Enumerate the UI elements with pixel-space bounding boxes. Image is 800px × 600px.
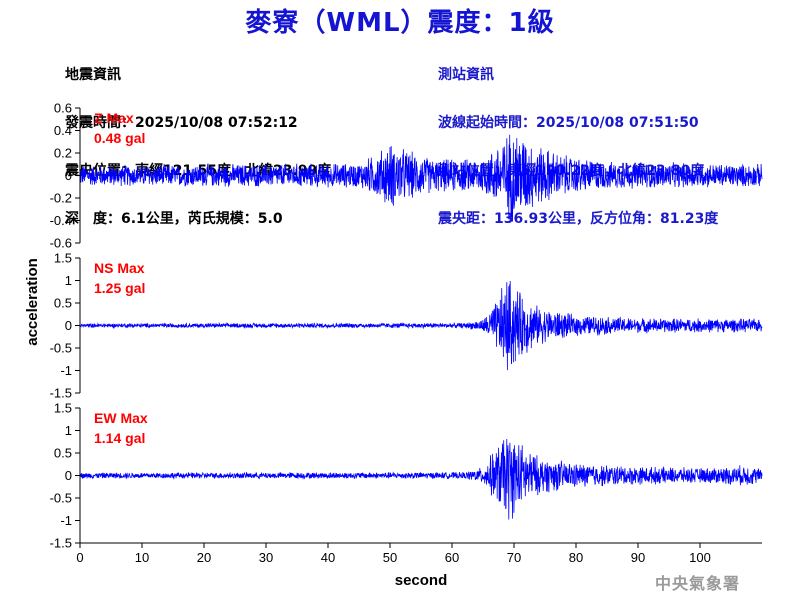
z-y-tick-label: 0.6 (54, 101, 72, 116)
ew-y-tick-label: 1.5 (54, 401, 72, 416)
ew-y-tick-label: -0.5 (50, 491, 72, 506)
ns-waveform-line (79, 280, 763, 371)
ns-y-tick-label: 0 (65, 318, 72, 333)
station-info-heading: 測站資訊 (438, 67, 494, 83)
ns-y-tick-label: 0.5 (54, 296, 72, 311)
ew-y-tick-label: -1.5 (50, 536, 72, 551)
z-max-label: Z Max (94, 110, 134, 126)
quake-info-heading: 地震資訊 (65, 67, 121, 83)
ew-y-tick-label: 0.5 (54, 446, 72, 461)
ns-y-tick-label: 1 (65, 273, 72, 288)
station-info-block: 測站資訊 波線起始時間：2025/10/08 07:51:50 測站位置：東經1… (438, 35, 718, 243)
quake-depth: 深 度：6.1公里，芮氏規模：5.0 (65, 211, 283, 227)
ns-y-tick-label: -1.5 (50, 386, 72, 401)
x-tick-label: 40 (321, 550, 335, 565)
z-y-tick-label: 0.2 (54, 146, 72, 161)
ew-y-tick-label: 0 (65, 468, 72, 483)
ew-waveform-line (79, 438, 763, 520)
ns-y-tick-label: -0.5 (50, 341, 72, 356)
z-y-tick-label: 0.4 (54, 123, 72, 138)
x-axis-title: second (395, 572, 448, 589)
x-tick-label: 60 (445, 550, 459, 565)
ns-max-label: NS Max (94, 260, 145, 276)
x-tick-label: 100 (689, 550, 711, 565)
z-y-tick-label: -0.2 (50, 191, 72, 206)
ew-max-value: 1.14 gal (94, 430, 145, 446)
x-tick-label: 80 (569, 550, 583, 565)
agency-label: 中央氣象署 (655, 574, 741, 593)
wave-start-time: 波線起始時間：2025/10/08 07:51:50 (438, 115, 699, 131)
ew-y-tick-label: -1 (60, 513, 72, 528)
x-tick-label: 70 (507, 550, 521, 565)
x-tick-label: 10 (135, 550, 149, 565)
quake-time: 發震時間：2025/10/08 07:52:12 (65, 115, 298, 131)
z-y-tick-label: 0 (65, 168, 72, 183)
z-y-tick-label: -0.6 (50, 236, 72, 251)
ew-max-label: EW Max (94, 410, 148, 426)
ns-y-tick-label: -1 (60, 363, 72, 378)
x-tick-label: 0 (76, 550, 83, 565)
ns-max-value: 1.25 gal (94, 280, 145, 296)
x-tick-label: 50 (383, 550, 397, 565)
x-tick-label: 90 (631, 550, 645, 565)
ns-y-tick-label: 1.5 (54, 251, 72, 266)
z-waveform-line (79, 134, 763, 222)
ew-y-tick-label: 1 (65, 423, 72, 438)
x-tick-label: 30 (259, 550, 273, 565)
z-y-tick-label: -0.4 (50, 213, 72, 228)
x-tick-label: 20 (197, 550, 211, 565)
page-title: 麥寮（WML）震度：1級 (245, 8, 555, 38)
z-max-value: 0.48 gal (94, 130, 145, 146)
epicentral-distance: 震央距：136.93公里，反方位角：81.23度 (438, 211, 719, 227)
y-axis-title: acceleration (24, 258, 41, 346)
